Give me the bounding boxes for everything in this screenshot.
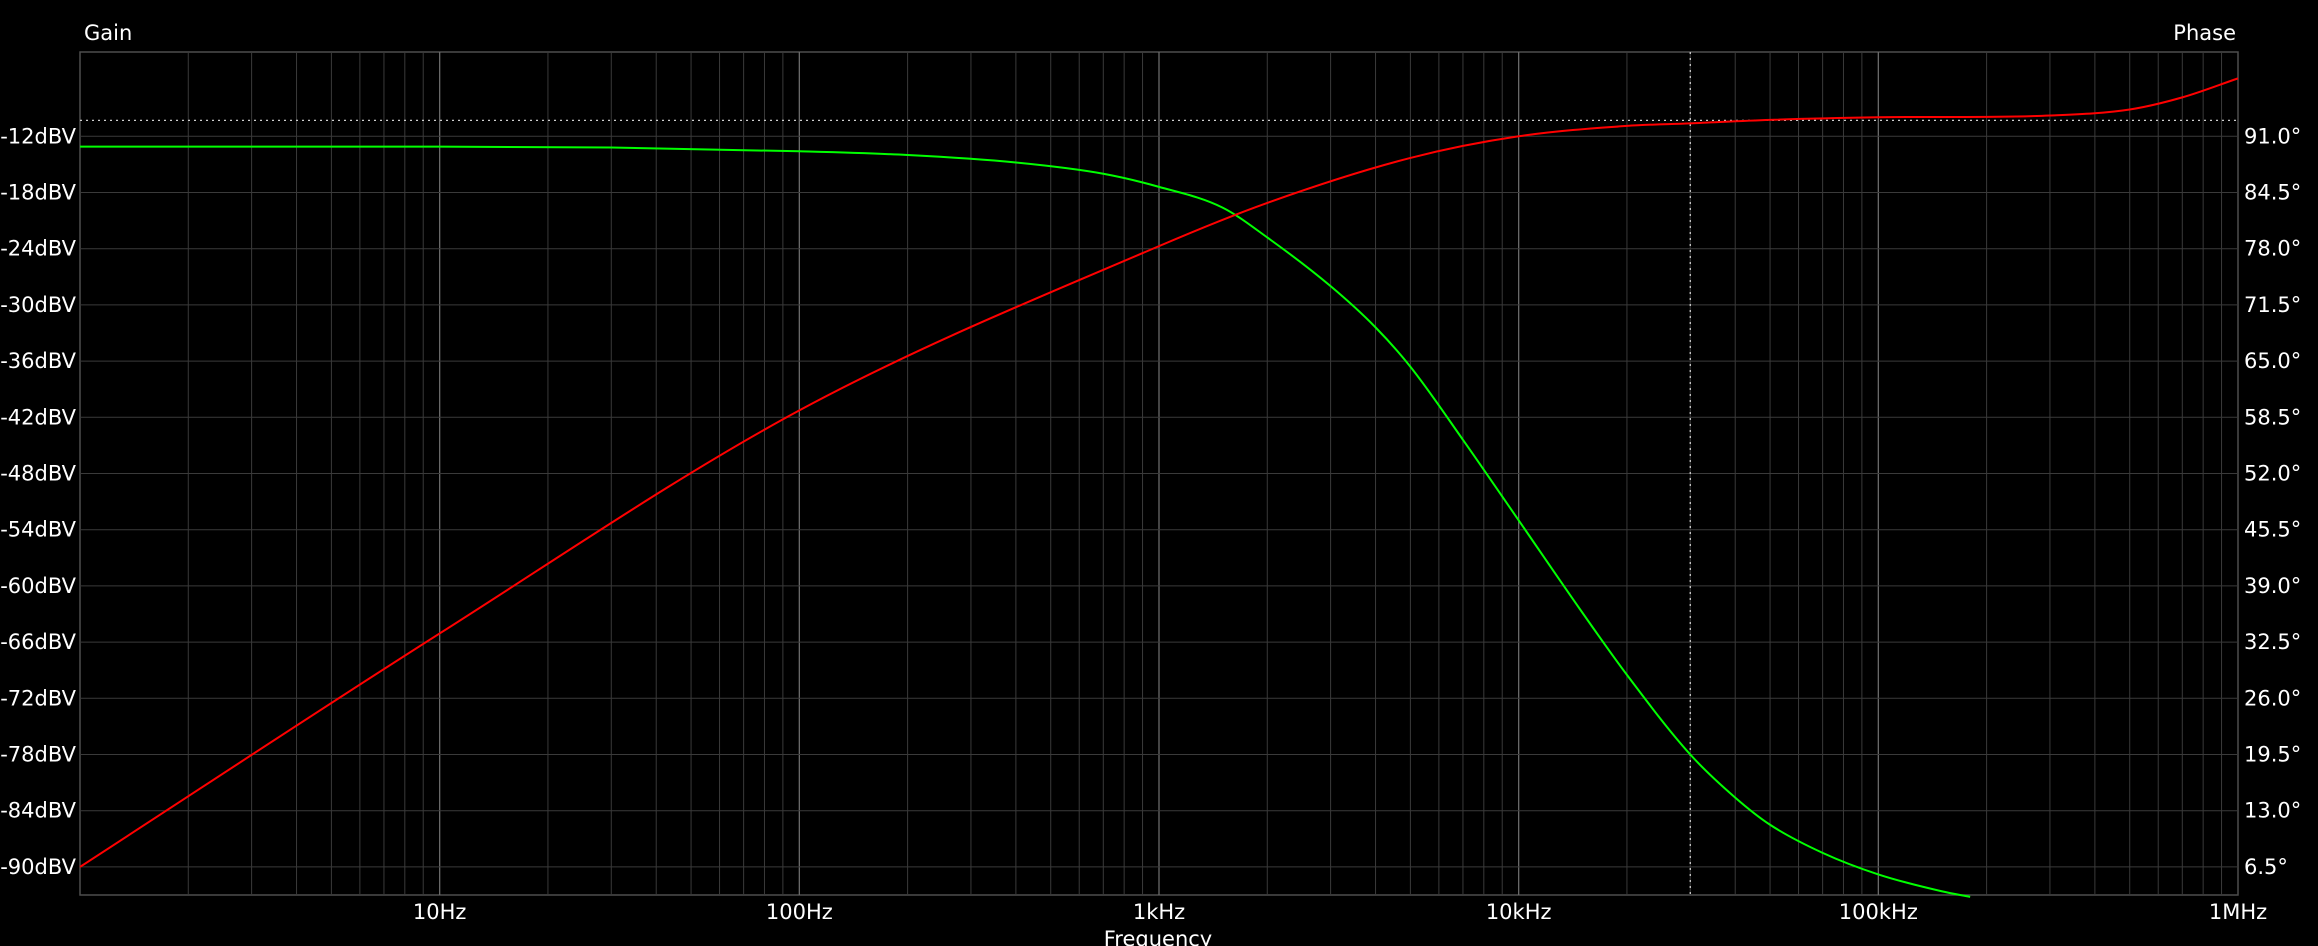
gain-curve: [80, 145, 1971, 898]
x-tick-label: 1MHz: [2209, 900, 2267, 924]
left-y-tick-label: -90dBV: [0, 855, 76, 879]
x-tick-label: 1kHz: [1133, 900, 1185, 924]
right-y-tick-label: 78.0°: [2244, 237, 2301, 261]
right-y-tick-label: 32.5°: [2244, 630, 2301, 654]
grid: [80, 52, 2238, 895]
x-tick-label: 10kHz: [1486, 900, 1552, 924]
right-y-tick-label: 52.0°: [2244, 462, 2301, 486]
right-y-tick-label: 6.5°: [2244, 855, 2288, 879]
left-y-tick-label: -12dBV: [0, 124, 76, 148]
right-y-tick-label: 84.5°: [2244, 181, 2301, 205]
right-y-tick-label: 58.5°: [2244, 405, 2301, 429]
x-axis-title: Frequency: [1104, 927, 1213, 946]
series-layer: [79, 77, 2239, 898]
left-y-tick-label: -84dBV: [0, 799, 76, 823]
left-y-tick-label: -42dBV: [0, 405, 76, 429]
left-axis-title: Gain: [84, 21, 132, 45]
x-tick-label: 100kHz: [1839, 900, 1918, 924]
right-y-tick-label: 39.0°: [2244, 574, 2301, 598]
right-y-tick-label: 65.0°: [2244, 349, 2301, 373]
x-tick-label: 10Hz: [413, 900, 467, 924]
phase-curve: [79, 77, 2239, 868]
left-y-tick-label: -60dBV: [0, 574, 76, 598]
left-y-tick-label: -36dBV: [0, 349, 76, 373]
right-y-tick-label: 26.0°: [2244, 686, 2301, 710]
right-y-tick-label: 19.5°: [2244, 743, 2301, 767]
left-y-tick-label: -30dBV: [0, 293, 76, 317]
left-y-tick-label: -18dBV: [0, 181, 76, 205]
left-y-tick-label: -54dBV: [0, 518, 76, 542]
left-y-tick-label: -48dBV: [0, 462, 76, 486]
right-axis-title: Phase: [2173, 21, 2236, 45]
right-y-tick-label: 71.5°: [2244, 293, 2301, 317]
right-y-tick-label: 91.0°: [2244, 124, 2301, 148]
right-y-tick-label: 45.5°: [2244, 518, 2301, 542]
tick-labels: 10Hz 100Hz 1kHz 10kHz 100kHz 1MHz -12dBV -18dBV…: [0, 124, 2301, 924]
left-y-tick-label: -72dBV: [0, 686, 76, 710]
left-y-tick-label: -24dBV: [0, 237, 76, 261]
left-y-tick-label: -66dBV: [0, 630, 76, 654]
x-tick-label: 100Hz: [766, 900, 833, 924]
right-y-tick-label: 13.0°: [2244, 799, 2301, 823]
left-y-tick-label: -78dBV: [0, 743, 76, 767]
